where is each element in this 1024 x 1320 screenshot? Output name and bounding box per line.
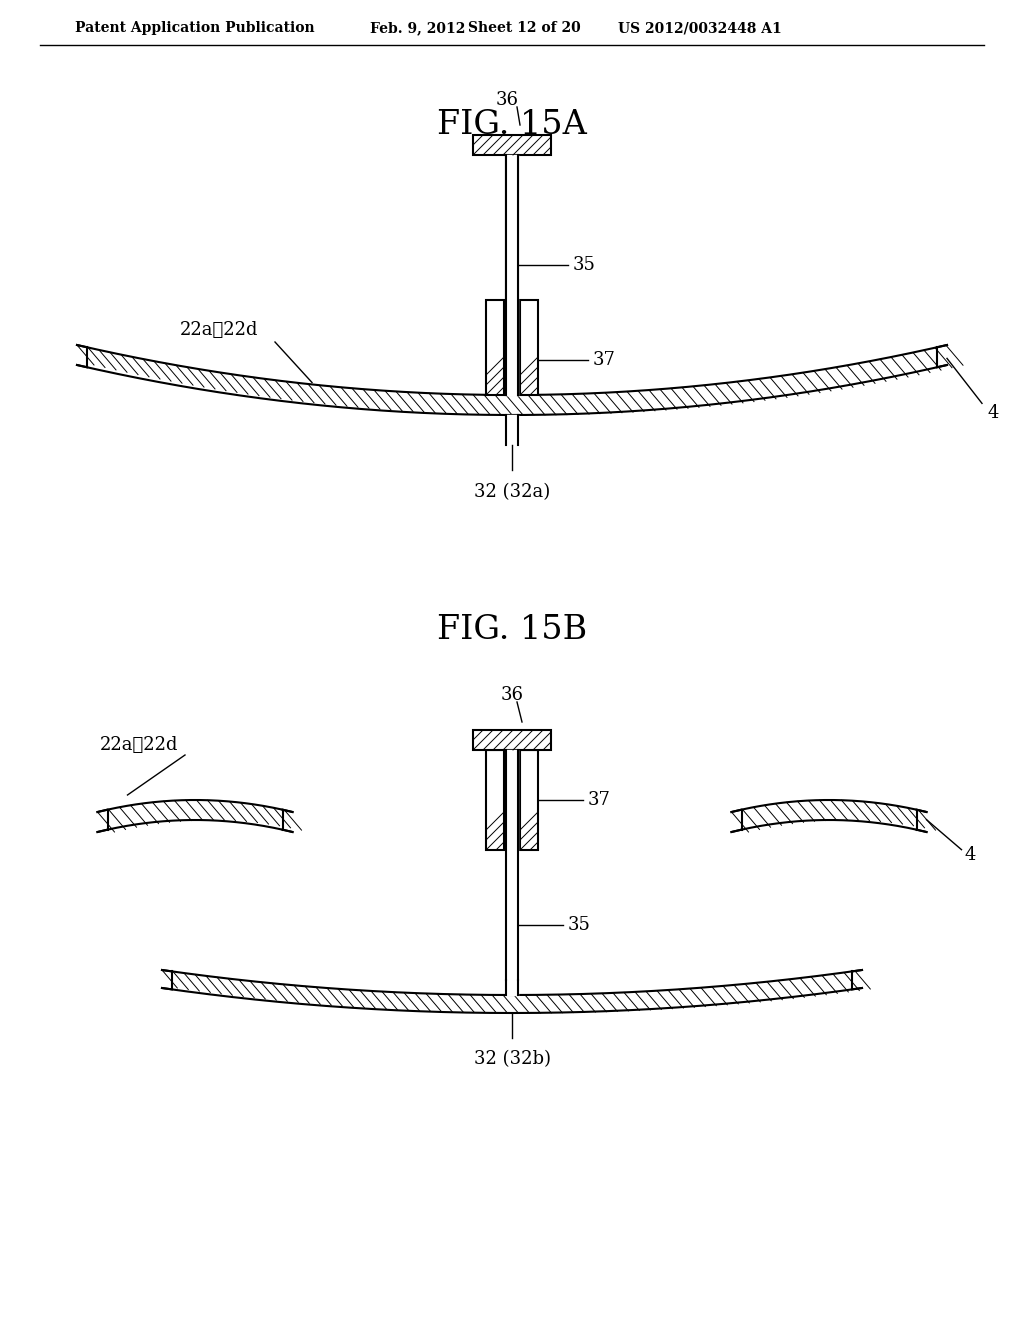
Text: 37: 37 <box>588 791 611 809</box>
Polygon shape <box>486 750 504 850</box>
Text: Feb. 9, 2012: Feb. 9, 2012 <box>370 21 465 36</box>
Polygon shape <box>520 300 538 395</box>
Text: 4: 4 <box>965 846 976 863</box>
Polygon shape <box>486 300 504 395</box>
Text: US 2012/0032448 A1: US 2012/0032448 A1 <box>618 21 781 36</box>
Text: 35: 35 <box>568 916 591 935</box>
Text: FIG. 15B: FIG. 15B <box>437 614 587 645</box>
Text: 32 (32a): 32 (32a) <box>474 483 550 502</box>
Text: Sheet 12 of 20: Sheet 12 of 20 <box>468 21 581 36</box>
Text: 35: 35 <box>573 256 596 275</box>
Text: FIG. 15A: FIG. 15A <box>437 110 587 141</box>
Text: Patent Application Publication: Patent Application Publication <box>75 21 314 36</box>
Polygon shape <box>473 135 551 154</box>
Text: 37: 37 <box>593 351 615 370</box>
Text: 22a～22d: 22a～22d <box>100 737 178 754</box>
Polygon shape <box>473 730 551 750</box>
Text: 32 (32b): 32 (32b) <box>473 1049 551 1068</box>
Polygon shape <box>520 750 538 850</box>
Text: 36: 36 <box>501 686 523 704</box>
Text: 36: 36 <box>496 91 518 110</box>
Text: 4: 4 <box>987 404 998 422</box>
Text: 22a～22d: 22a～22d <box>180 321 258 339</box>
